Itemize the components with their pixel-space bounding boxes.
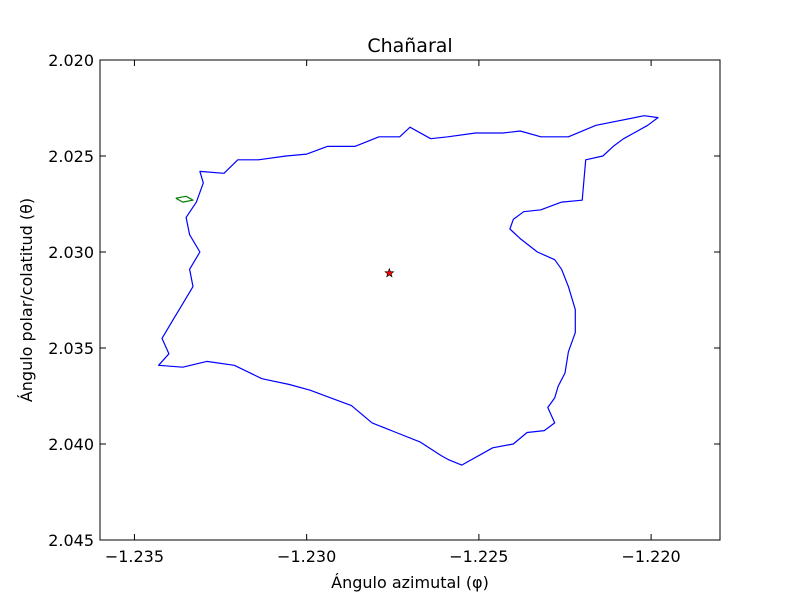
chart-title: Chañaral [367,35,452,57]
island-line [175,195,194,203]
y-tick-label: 2.020 [48,51,94,70]
x-tick-label: −1.230 [277,547,336,566]
y-tick-label: 2.040 [48,435,94,454]
x-tick-label: −1.220 [622,547,681,566]
y-tick-label: 2.025 [48,147,94,166]
x-tick-label: −1.225 [449,547,508,566]
x-axis-label: Ángulo azimutal (φ) [331,573,489,592]
center-star-marker [384,267,395,278]
y-tick-label: 2.030 [48,243,94,262]
y-axis-label: Ángulo polar/colatitud (θ) [17,198,36,402]
plot-frame [99,59,721,541]
y-tick-label: 2.045 [48,531,94,550]
boundary-line [158,115,659,466]
x-tick-label: −1.235 [105,547,164,566]
plot-area [158,115,659,466]
y-tick-label: 2.035 [48,339,94,358]
axis-ticks: −1.235 −1.230 −1.225 −1.220 2.020 2.025 2.030 2… [48,51,720,566]
